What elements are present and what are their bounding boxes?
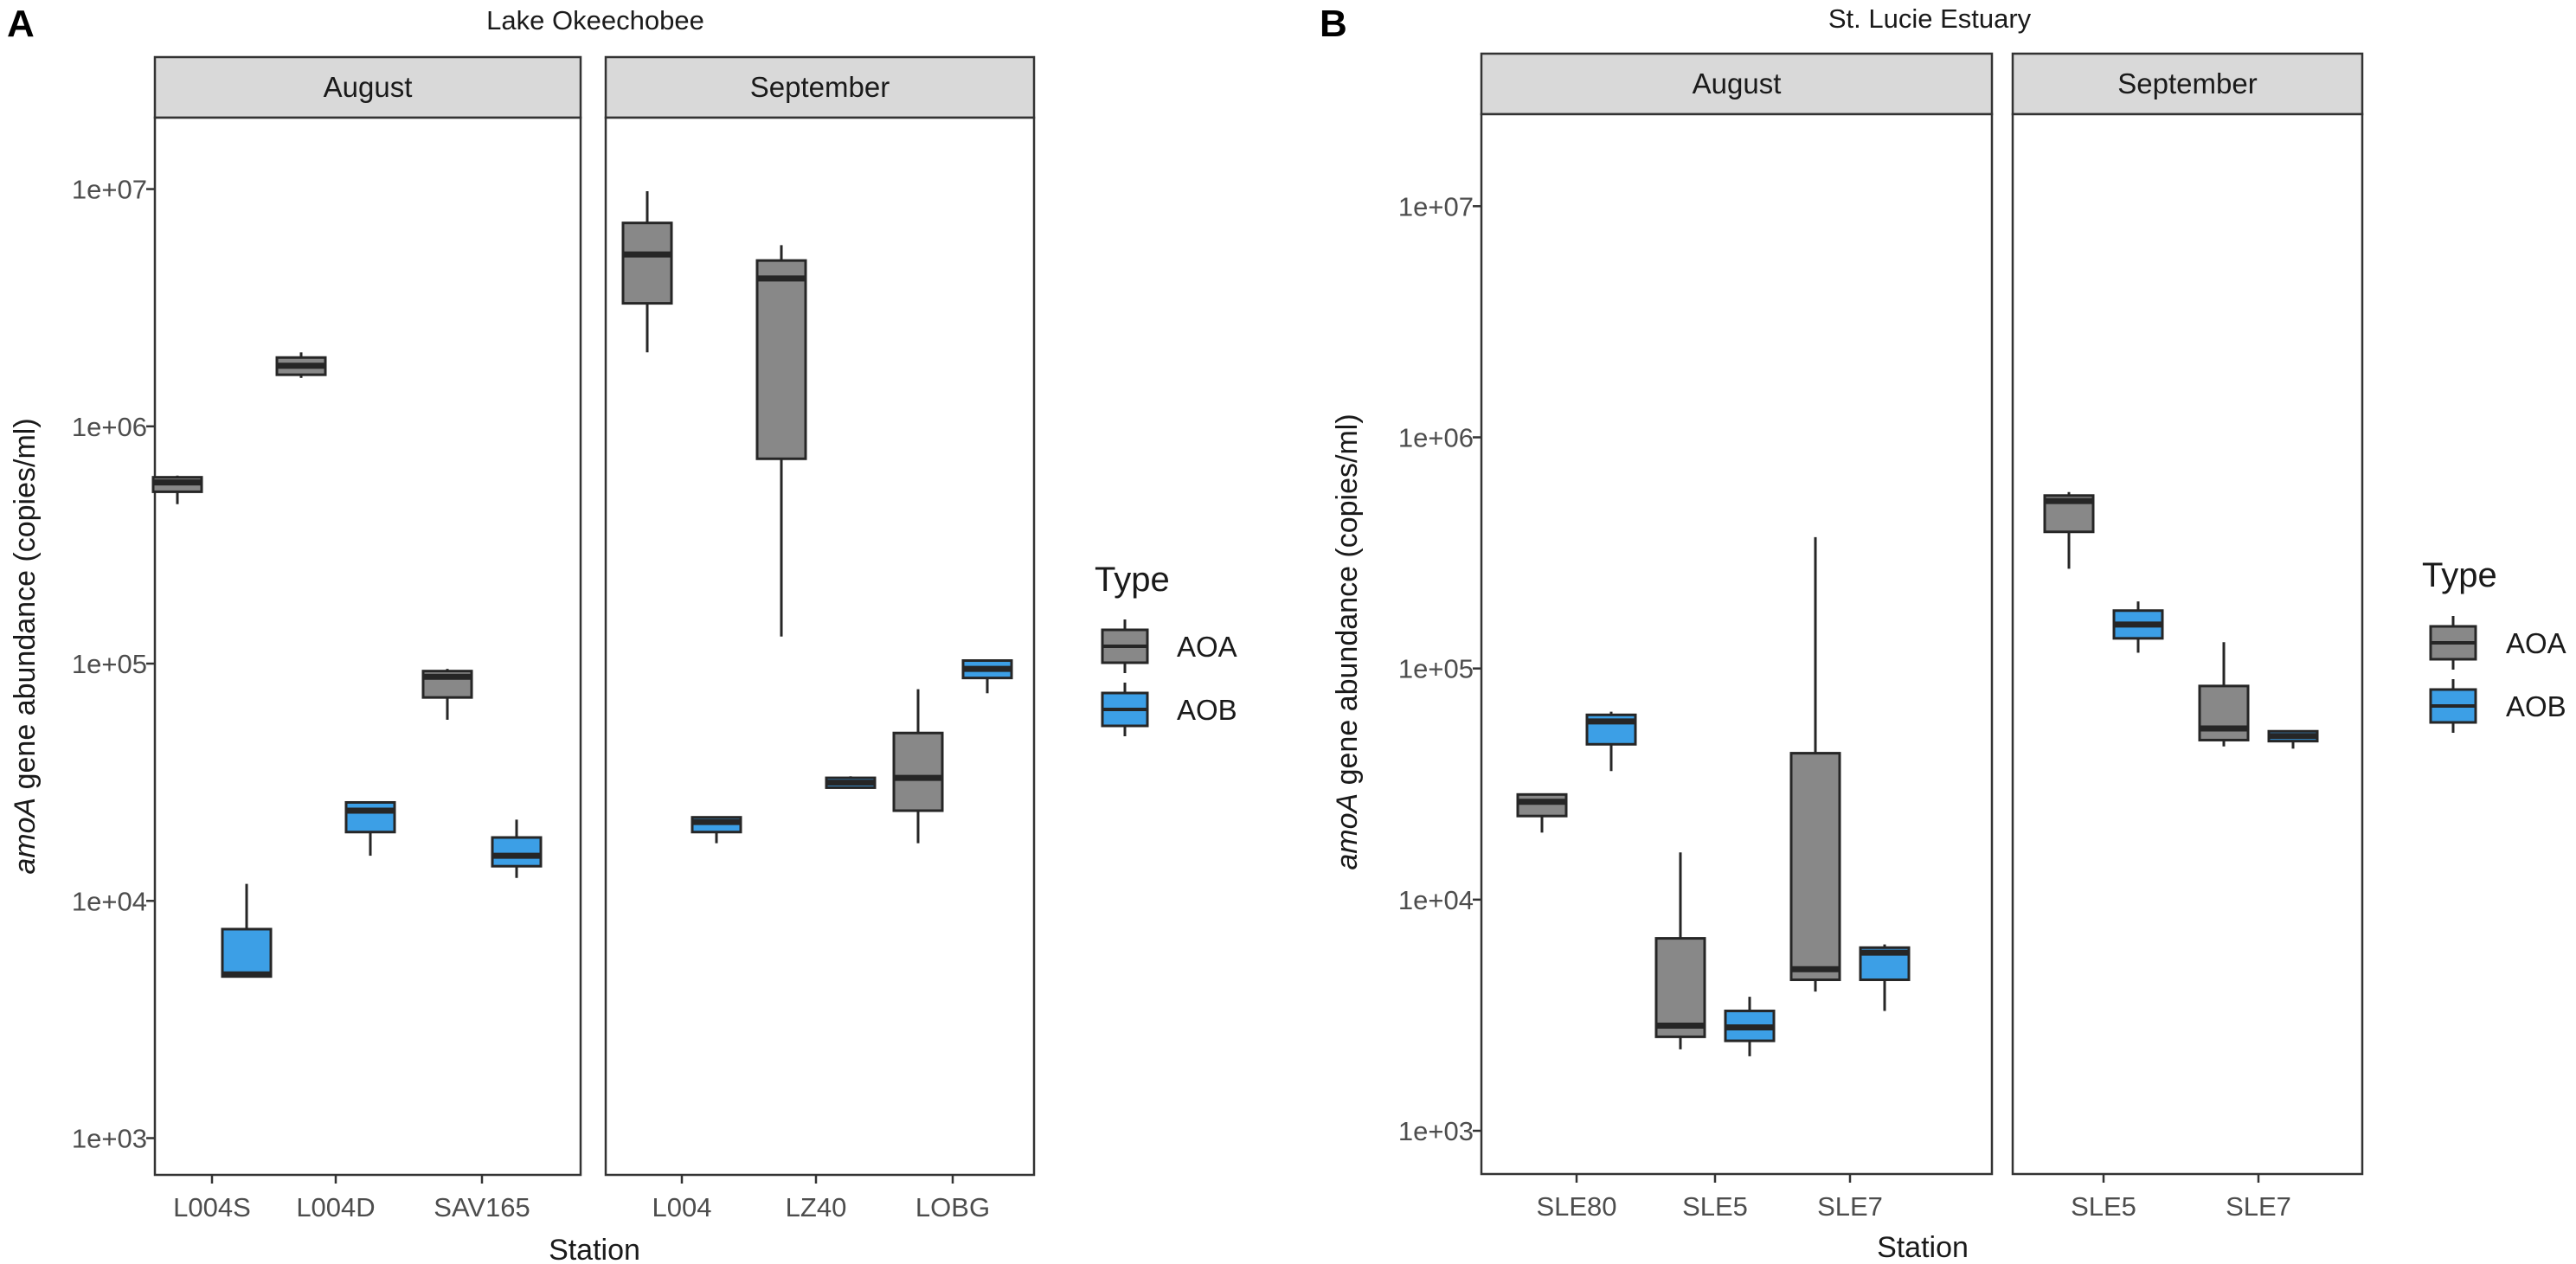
y-tick-label: 1e+07 <box>1398 191 1474 221</box>
x-axis-title: Station <box>549 1234 640 1264</box>
box-sle5-aoa <box>1654 852 1706 1049</box>
facet-panel <box>1480 112 1994 1176</box>
facet-august: August SLE80 SLE5 SLE7 <box>1480 52 1994 1222</box>
facet-strip-label: September <box>2117 67 2257 99</box>
x-tick-label: SLE7 <box>1817 1191 1883 1222</box>
box-l004d-aob <box>344 800 396 857</box>
facet-september: September L004 LZ40 LOBG <box>604 55 1036 1222</box>
facet-strip-label: September <box>750 71 890 103</box>
legend-label-aob: AOB <box>2506 690 2566 722</box>
y-axis-title: amoA gene abundance (copies/ml) <box>1331 414 1364 869</box>
y-axis-title: amoA gene abundance (copies/ml) <box>9 418 42 874</box>
y-axis-title-rest: gene abundance (copies/ml) <box>1331 414 1364 793</box>
box-sle80-aob <box>1585 711 1637 772</box>
y-tick-label: 1e+07 <box>72 175 147 205</box>
legend: Type AOA AOB <box>2422 556 2566 733</box>
facet-panel <box>604 116 1036 1177</box>
box-sle7-aob <box>1859 944 1911 1011</box>
panel-letter: B <box>1320 3 1347 45</box>
box-body <box>1516 792 1568 818</box>
y-tick-label: 1e+06 <box>72 412 147 442</box>
legend-title: Type <box>2422 556 2497 594</box>
x-tick-label: SLE80 <box>1536 1191 1616 1222</box>
y-axis-title-italic: amoA <box>9 798 42 875</box>
x-tick-label: L004S <box>173 1192 251 1222</box>
y-axis-title-rest: gene abundance (copies/ml) <box>9 418 42 798</box>
facet-panel <box>153 116 582 1177</box>
y-tick-label: 1e+03 <box>72 1124 147 1154</box>
box-lobg-aob <box>961 659 1013 694</box>
legend-label-aoa: AOA <box>2506 627 2566 659</box>
chart-panel-A: A Lake Okeechobee August L004S L004D SAV165 Se… <box>7 3 1237 1264</box>
box-sle80-aoa <box>1516 792 1568 833</box>
box-body <box>1654 937 1706 1038</box>
y-tick-label: 1e+04 <box>72 886 147 916</box>
box-sav165-aob <box>491 819 543 878</box>
box-body <box>2198 684 2250 741</box>
x-tick-label: SAV165 <box>434 1192 530 1222</box>
facet-august: August L004S L004D SAV165 <box>151 55 582 1222</box>
facet-panel <box>2011 112 2364 1176</box>
facet-strip-label: August <box>324 71 413 103</box>
y-axis-title-italic: amoA <box>1331 793 1364 870</box>
y-tick-label: 1e+03 <box>1398 1116 1474 1146</box>
x-tick-label: SLE7 <box>2226 1191 2291 1222</box>
legend-label-aob: AOB <box>1177 694 1237 726</box>
box-sle7-aoa <box>2198 642 2250 747</box>
box-sle5-aob <box>1724 997 1776 1056</box>
box-body <box>1789 752 1841 981</box>
y-tick-label: 1e+06 <box>1398 422 1474 452</box>
x-tick-label: SLE5 <box>2071 1191 2136 1222</box>
box-l004d-aoa <box>275 352 327 378</box>
box-lobg-aoa <box>892 689 944 844</box>
x-tick-label: LOBG <box>915 1192 990 1222</box>
box-body <box>892 731 944 812</box>
y-tick-label: 1e+04 <box>1398 885 1474 915</box>
box-body <box>221 927 273 978</box>
x-tick-label: L004D <box>296 1192 375 1222</box>
box-sle5-aob <box>2112 601 2164 653</box>
box-l004-aob <box>691 816 742 844</box>
y-tick-label: 1e+05 <box>72 649 147 679</box>
box-sle7-aob <box>2267 729 2319 749</box>
box-body <box>491 836 543 868</box>
x-tick-label: LZ40 <box>786 1192 847 1222</box>
box-body <box>344 800 396 834</box>
box-sav165-aoa <box>421 669 473 720</box>
box-body <box>755 259 807 460</box>
facet-strip <box>153 55 582 119</box>
box-lz40-aoa <box>755 245 807 637</box>
x-tick-label: L004 <box>652 1192 712 1222</box>
x-tick-label: SLE5 <box>1682 1191 1748 1222</box>
legend-label-aoa: AOA <box>1177 631 1237 663</box>
panel-letter: A <box>7 3 35 45</box>
facet-september: September SLE5 SLE7 <box>2011 52 2364 1222</box>
box-l004s-aob <box>221 883 273 978</box>
chart-title: St. Lucie Estuary <box>1828 3 2032 34</box>
chart-title: Lake Okeechobee <box>486 5 704 35</box>
legend-title: Type <box>1095 561 1170 599</box>
box-lz40-aob <box>825 776 877 789</box>
y-tick-label: 1e+05 <box>1398 654 1474 684</box>
facet-strip-label: August <box>1693 67 1782 99</box>
box-body <box>621 221 673 305</box>
box-sle7-aoa <box>1789 536 1841 992</box>
box-l004s-aoa <box>151 475 203 504</box>
x-axis-title: Station <box>1877 1231 1969 1264</box>
box-sle5-aoa <box>2043 491 2095 569</box>
box-l004-aoa <box>621 190 673 353</box>
